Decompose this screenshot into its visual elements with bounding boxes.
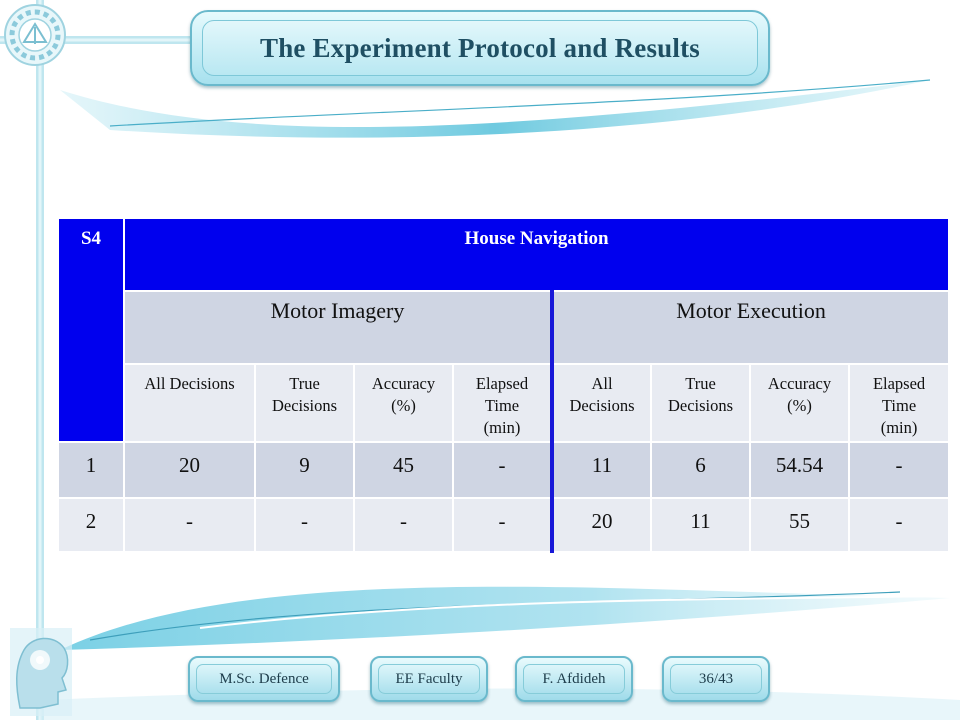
table-cell: 9 — [254, 441, 355, 499]
mi-elapsed-time-header: Elapsed Time (min) — [452, 363, 553, 443]
footer-faculty-box: EE Faculty — [370, 656, 488, 702]
footer-faculty-label: EE Faculty — [378, 664, 480, 694]
table-cell: 45 — [353, 441, 454, 499]
row-id: 2 — [57, 497, 125, 553]
mi-accuracy-header: Accuracy (%) — [353, 363, 454, 443]
mi-true-decisions-header: True Decisions — [254, 363, 355, 443]
me-all-decisions-header: All Decisions — [550, 363, 652, 443]
header-line: Elapsed — [475, 374, 529, 393]
header-line: Time — [484, 396, 520, 415]
header-line: True — [685, 374, 716, 393]
motor-execution-header: Motor Execution — [549, 290, 951, 365]
header-line: All Decisions — [144, 374, 235, 393]
table-cell: - — [353, 497, 454, 553]
table-cell: 20 — [550, 497, 652, 553]
table-cell: 11 — [550, 441, 652, 499]
header-row-main: S4 House Navigation — [57, 217, 951, 443]
table-cell: - — [123, 497, 256, 553]
header-line: Accuracy — [767, 374, 832, 393]
table-cell: - — [452, 497, 553, 553]
university-logo-icon — [4, 4, 66, 66]
header-row-columns: All Decisions True Decisions Accuracy (%) … — [58, 363, 951, 443]
header-line: Elapsed — [872, 374, 926, 393]
table-cell: - — [847, 441, 951, 499]
header-line: Decisions — [569, 396, 635, 415]
title-banner: The Experiment Protocol and Results — [190, 10, 770, 86]
header-line: Decisions — [667, 396, 734, 415]
page-title: The Experiment Protocol and Results — [260, 32, 700, 63]
table-cell: - — [254, 497, 355, 553]
header-line: True — [289, 374, 320, 393]
results-table: S4 House Navigation Motor Imagery Motor … — [57, 217, 951, 553]
footer-author-box: F. Afdideh — [515, 656, 633, 702]
mi-all-decisions-header: All Decisions — [123, 363, 256, 443]
footer-defence-label: M.Sc. Defence — [196, 664, 332, 694]
header-line: (min) — [483, 418, 521, 437]
header-line: (min) — [880, 418, 918, 437]
header-line: (%) — [391, 396, 416, 415]
table-cell: 55 — [749, 497, 850, 553]
table-cell: 20 — [123, 441, 256, 499]
table-cell: 11 — [650, 497, 751, 553]
footer-author-label: F. Afdideh — [523, 664, 625, 694]
page-number: 36/43 — [670, 664, 762, 694]
header-line: Time — [881, 396, 917, 415]
title-banner-inner: The Experiment Protocol and Results — [202, 20, 758, 76]
table-row: 2 - - - - 20 11 55 - — [57, 497, 951, 553]
me-true-decisions-header: True Decisions — [650, 363, 751, 443]
me-accuracy-header: Accuracy (%) — [749, 363, 850, 443]
house-navigation-header: House Navigation — [122, 217, 951, 292]
table-cell: - — [452, 441, 553, 499]
header-line: Decisions — [271, 396, 338, 415]
subject-header: S4 — [57, 217, 125, 443]
table-cell: 54.54 — [749, 441, 850, 499]
row-id: 1 — [57, 441, 125, 499]
table-cell: - — [847, 497, 951, 553]
brain-head-icon — [10, 628, 72, 716]
footer-defence-box: M.Sc. Defence — [188, 656, 340, 702]
header-row-groups: Motor Imagery Motor Execution — [58, 290, 951, 365]
header-line: Accuracy — [371, 374, 436, 393]
me-elapsed-time-header: Elapsed Time (min) — [847, 363, 951, 443]
header-line: All — [591, 374, 613, 393]
footer-page-box: 36/43 — [662, 656, 770, 702]
table-row: 1 20 9 45 - 11 6 54.54 - — [57, 441, 951, 499]
motor-imagery-header: Motor Imagery — [123, 290, 553, 365]
table-cell: 6 — [650, 441, 751, 499]
header-line: (%) — [787, 396, 812, 415]
